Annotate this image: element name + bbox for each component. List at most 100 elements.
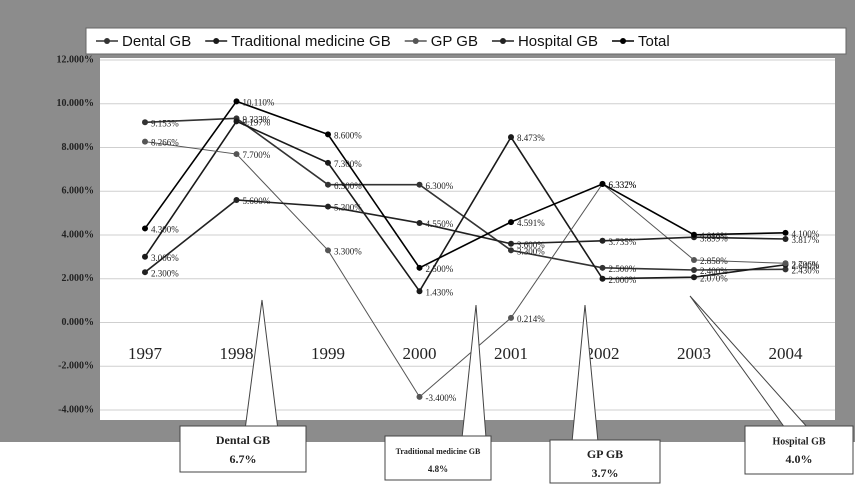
callout-value: 4.0% [786, 452, 813, 466]
data-point [416, 393, 423, 400]
data-label: 3.899% [700, 233, 728, 243]
y-tick-label: 12.000% [57, 54, 95, 65]
legend-marker [213, 38, 220, 44]
callouts: Dental GB 6.7% Traditional medicine GB 4… [179, 295, 854, 484]
data-point [325, 181, 331, 188]
callout-box [744, 425, 854, 475]
legend-label: Traditional medicine GB [231, 33, 391, 50]
data-point [142, 225, 148, 232]
data-point [508, 134, 514, 141]
y-tick-label: 0.000% [62, 317, 95, 328]
data-label: 8.473% [517, 133, 545, 143]
data-point [142, 269, 148, 276]
data-point [691, 231, 697, 238]
y-tick-label: -4.000% [58, 404, 94, 415]
callout-value: 3.7% [592, 466, 619, 480]
y-tick-label: -2.000% [58, 361, 94, 372]
data-label: -3.400% [426, 393, 457, 403]
data-label: 2.858% [700, 256, 728, 266]
data-label: 2.000% [609, 275, 637, 285]
data-label: 9.153% [151, 118, 179, 128]
data-point [508, 247, 514, 254]
data-point [416, 288, 423, 295]
data-point [233, 98, 240, 105]
legend-marker [104, 38, 110, 44]
x-tick-label: 1998 [220, 344, 254, 363]
data-label: 0.214% [517, 314, 545, 324]
x-tick-label: 2002 [586, 344, 620, 363]
legend-label: Total [638, 33, 670, 50]
y-tick-label: 2.000% [62, 273, 95, 284]
data-label: 4.300% [151, 225, 179, 235]
data-point [325, 247, 331, 254]
data-point [233, 197, 240, 203]
data-point [508, 219, 514, 226]
data-label: 4.591% [517, 218, 545, 228]
data-point [782, 260, 789, 267]
legend-label: Dental GB [122, 33, 191, 50]
x-tick-label: 2001 [494, 344, 528, 363]
legend-marker [620, 38, 627, 44]
data-label: 2.640% [792, 261, 820, 271]
data-label: 9.333% [243, 114, 271, 124]
series-line [144, 100, 786, 269]
y-tick-label: 10.000% [57, 98, 95, 109]
data-label: 5.600% [243, 196, 271, 206]
callout-title: Dental GB [216, 433, 270, 447]
data-label: 2.070% [700, 273, 728, 283]
data-point [691, 256, 697, 263]
series-line [144, 199, 786, 273]
data-point [599, 275, 606, 282]
data-label: 6.332% [609, 180, 637, 190]
data-label: 10.110% [243, 97, 275, 107]
data-point [508, 240, 514, 247]
data-point [416, 264, 423, 271]
series-line [144, 120, 786, 293]
data-point [782, 266, 789, 273]
data-label: 6.300% [426, 181, 454, 191]
data-label: 4.550% [426, 219, 454, 229]
data-point [142, 119, 148, 126]
data-label: 2.706% [792, 259, 820, 269]
data-label: 4.100% [792, 229, 820, 239]
callout-value: 6.7% [230, 452, 257, 466]
data-point [233, 118, 240, 125]
callout-value: 4.8% [428, 464, 448, 474]
series-line [144, 141, 786, 398]
data-label: 2.500% [426, 264, 454, 274]
x-tick-label: 2000 [403, 344, 437, 363]
data-label: 3.006% [151, 253, 179, 263]
data-label: 3.817% [792, 235, 820, 245]
callout-box [549, 439, 661, 484]
callout-title: GP GB [587, 447, 623, 461]
data-point [325, 203, 331, 210]
data-point [325, 159, 331, 166]
data-label: 6.337% [609, 180, 637, 190]
data-point [782, 229, 789, 236]
y-tick-label: 4.000% [62, 229, 95, 240]
callout-box [179, 425, 307, 473]
data-label: 1.430% [426, 287, 454, 297]
data-label: 2.400% [700, 266, 728, 276]
data-label: 7.700% [243, 150, 271, 160]
y-tick-label: 6.000% [62, 186, 95, 197]
data-label: 8.600% [334, 130, 362, 140]
data-point [416, 219, 423, 226]
legend-label: GP GB [431, 33, 478, 50]
data-label: 3.735% [609, 237, 637, 247]
series-line [144, 117, 786, 271]
data-label: 2.500% [609, 264, 637, 274]
data-point [599, 264, 606, 271]
y-tick-label: 8.000% [62, 142, 95, 153]
data-point [142, 138, 148, 145]
callout-box [384, 435, 492, 481]
data-point [691, 274, 697, 281]
data-label: 3.300% [517, 246, 545, 256]
x-tick-label: 2003 [677, 344, 711, 363]
callout-title: Traditional medicine GB [396, 447, 481, 456]
data-label: 3.300% [334, 246, 362, 256]
data-label: 8.266% [151, 138, 179, 148]
data-point [416, 181, 423, 188]
data-point [325, 131, 331, 138]
